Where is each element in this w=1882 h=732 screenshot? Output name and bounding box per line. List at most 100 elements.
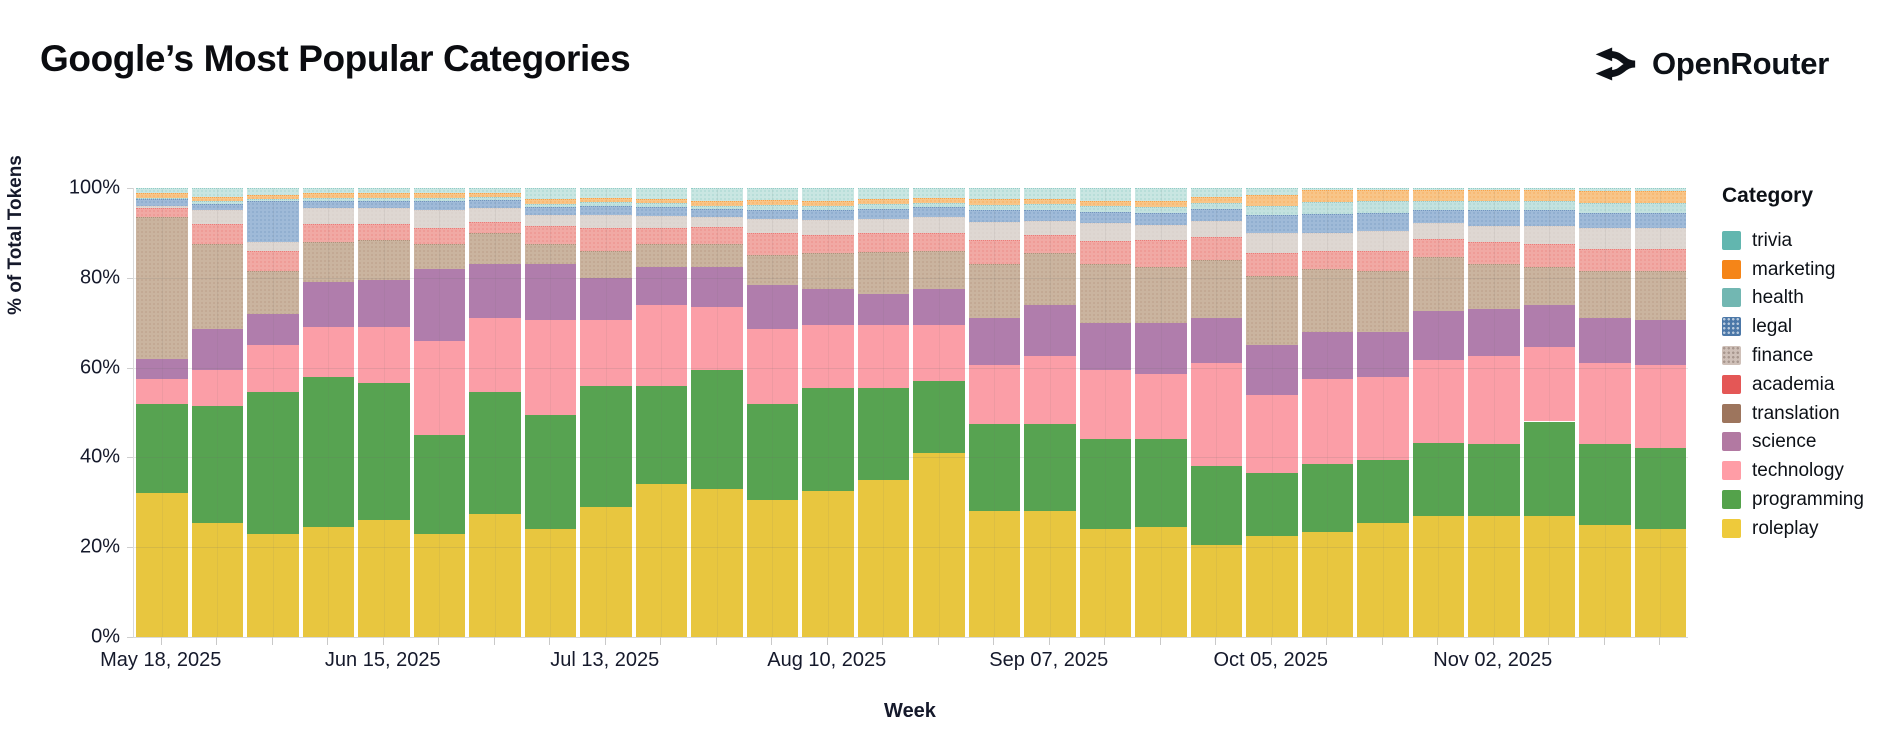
segment-programming[interactable] <box>1301 464 1353 532</box>
segment-technology[interactable] <box>1135 374 1187 440</box>
segment-translation[interactable] <box>1079 264 1131 323</box>
segment-technology[interactable] <box>635 304 687 386</box>
segment-legal[interactable] <box>302 201 354 209</box>
bar[interactable] <box>1523 188 1575 637</box>
segment-finance[interactable] <box>635 215 687 229</box>
segment-legal[interactable] <box>1412 209 1464 224</box>
segment-trivia[interactable] <box>191 188 243 197</box>
segment-marketing[interactable] <box>1079 200 1131 207</box>
segment-marketing[interactable] <box>469 192 521 197</box>
segment-finance[interactable] <box>802 219 854 236</box>
segment-science[interactable] <box>635 266 687 305</box>
segment-finance[interactable] <box>580 214 632 229</box>
segment-trivia[interactable] <box>358 188 410 194</box>
bar[interactable] <box>1301 188 1353 637</box>
segment-technology[interactable] <box>358 327 410 384</box>
segment-legal[interactable] <box>358 201 410 209</box>
segment-trivia[interactable] <box>691 188 743 202</box>
segment-finance[interactable] <box>302 208 354 224</box>
segment-programming[interactable] <box>302 376 354 527</box>
segment-translation[interactable] <box>746 255 798 285</box>
segment-translation[interactable] <box>1523 266 1575 305</box>
segment-health[interactable] <box>136 197 188 200</box>
segment-trivia[interactable] <box>1357 188 1409 191</box>
segment-translation[interactable] <box>802 253 854 290</box>
segment-roleplay[interactable] <box>857 479 909 637</box>
segment-science[interactable] <box>580 277 632 321</box>
segment-technology[interactable] <box>1634 365 1686 449</box>
segment-translation[interactable] <box>1135 266 1187 323</box>
segment-programming[interactable] <box>136 403 188 494</box>
segment-finance[interactable] <box>1079 223 1131 241</box>
segment-technology[interactable] <box>691 307 743 370</box>
legend-item-finance[interactable]: finance <box>1722 341 1864 370</box>
segment-translation[interactable] <box>191 244 243 330</box>
bar[interactable] <box>1579 188 1631 637</box>
segment-roleplay[interactable] <box>413 533 465 637</box>
segment-legal[interactable] <box>469 200 521 209</box>
segment-programming[interactable] <box>469 392 521 514</box>
segment-academia[interactable] <box>1301 250 1353 269</box>
segment-academia[interactable] <box>746 232 798 256</box>
segment-health[interactable] <box>1135 207 1187 214</box>
segment-legal[interactable] <box>802 210 854 220</box>
segment-programming[interactable] <box>1634 448 1686 530</box>
segment-technology[interactable] <box>1190 363 1242 467</box>
bar[interactable] <box>469 188 521 637</box>
segment-programming[interactable] <box>635 385 687 485</box>
bar[interactable] <box>302 188 354 637</box>
segment-legal[interactable] <box>1246 214 1298 233</box>
bar[interactable] <box>136 188 188 637</box>
segment-programming[interactable] <box>691 369 743 489</box>
segment-translation[interactable] <box>580 250 632 278</box>
segment-academia[interactable] <box>1190 236 1242 260</box>
segment-roleplay[interactable] <box>1135 527 1187 637</box>
segment-translation[interactable] <box>358 239 410 281</box>
segment-science[interactable] <box>1024 304 1076 357</box>
segment-science[interactable] <box>469 264 521 319</box>
segment-legal[interactable] <box>1579 212 1631 229</box>
segment-marketing[interactable] <box>1468 190 1520 202</box>
segment-marketing[interactable] <box>247 194 299 200</box>
segment-science[interactable] <box>302 282 354 328</box>
segment-finance[interactable] <box>524 214 576 227</box>
segment-marketing[interactable] <box>1579 191 1631 203</box>
bar[interactable] <box>1135 188 1187 637</box>
segment-academia[interactable] <box>1135 239 1187 267</box>
segment-finance[interactable] <box>1301 232 1353 251</box>
segment-roleplay[interactable] <box>1024 511 1076 637</box>
segment-science[interactable] <box>358 280 410 328</box>
segment-trivia[interactable] <box>1468 188 1520 191</box>
segment-translation[interactable] <box>1579 271 1631 319</box>
segment-programming[interactable] <box>1079 439 1131 530</box>
segment-legal[interactable] <box>691 209 743 218</box>
segment-academia[interactable] <box>580 228 632 251</box>
segment-trivia[interactable] <box>1024 188 1076 199</box>
segment-health[interactable] <box>302 197 354 202</box>
segment-science[interactable] <box>1357 331 1409 377</box>
segment-marketing[interactable] <box>913 197 965 203</box>
segment-technology[interactable] <box>968 365 1020 424</box>
legend-item-health[interactable]: health <box>1722 284 1864 313</box>
segment-marketing[interactable] <box>524 199 576 204</box>
segment-technology[interactable] <box>857 324 909 388</box>
segment-roleplay[interactable] <box>1301 531 1353 637</box>
segment-trivia[interactable] <box>524 188 576 200</box>
segment-translation[interactable] <box>635 244 687 267</box>
segment-technology[interactable] <box>580 320 632 386</box>
segment-academia[interactable] <box>1523 244 1575 267</box>
segment-finance[interactable] <box>968 221 1020 241</box>
segment-finance[interactable] <box>469 208 521 222</box>
segment-programming[interactable] <box>1024 423 1076 512</box>
segment-trivia[interactable] <box>1412 188 1464 191</box>
segment-roleplay[interactable] <box>691 488 743 637</box>
segment-roleplay[interactable] <box>746 500 798 637</box>
segment-programming[interactable] <box>1135 439 1187 527</box>
segment-trivia[interactable] <box>1634 188 1686 192</box>
segment-trivia[interactable] <box>913 188 965 198</box>
segment-finance[interactable] <box>1579 228 1631 249</box>
segment-science[interactable] <box>1135 322 1187 375</box>
segment-science[interactable] <box>1246 345 1298 395</box>
segment-marketing[interactable] <box>191 197 243 202</box>
segment-technology[interactable] <box>524 320 576 415</box>
